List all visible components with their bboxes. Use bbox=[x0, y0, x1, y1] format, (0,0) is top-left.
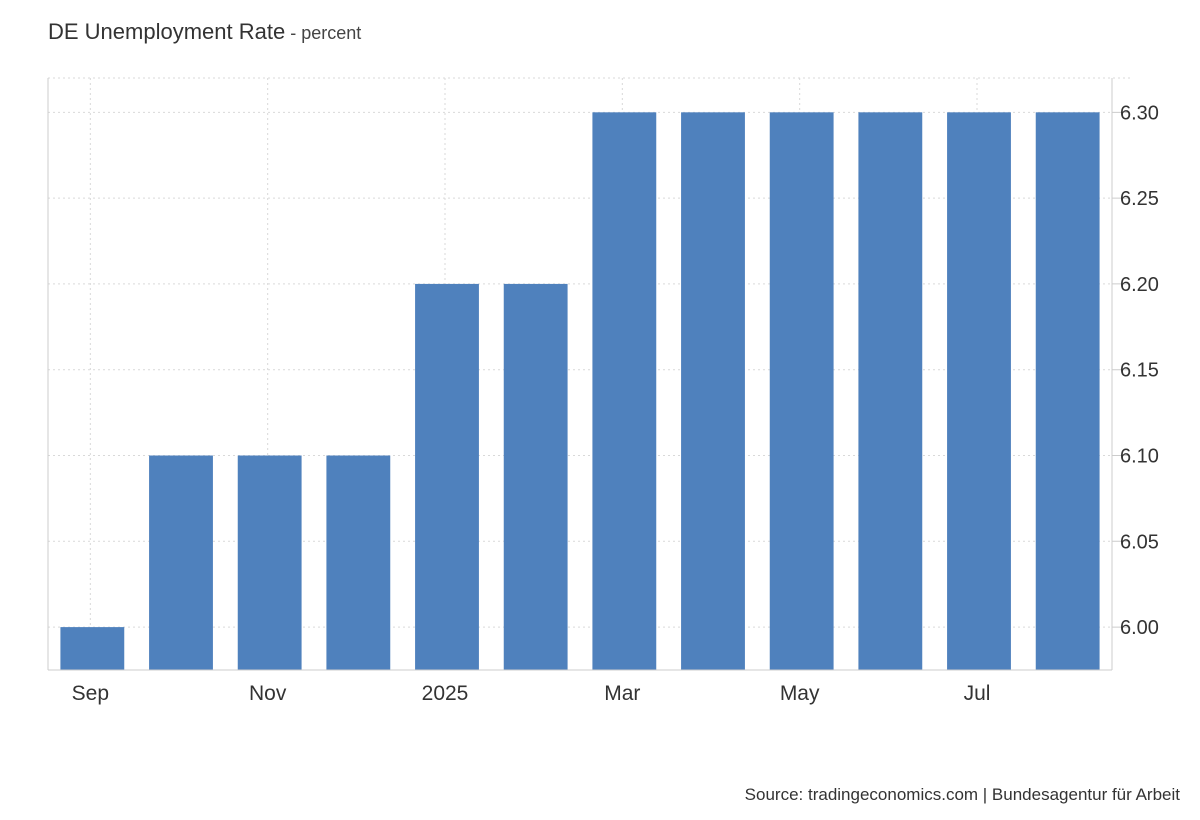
y-tick-label: 6.20 bbox=[1120, 274, 1159, 296]
y-tick-label: 6.00 bbox=[1120, 617, 1159, 639]
bar-jul-2025 bbox=[947, 112, 1011, 670]
bar-jan-2025 bbox=[415, 283, 479, 670]
y-tick-label: 6.30 bbox=[1120, 102, 1159, 124]
bar-may-2025 bbox=[769, 112, 834, 670]
x-tick-label: Jul bbox=[964, 682, 991, 705]
chart-title-text: DE Unemployment Rate bbox=[48, 19, 286, 44]
x-tick-label: Nov bbox=[249, 682, 287, 705]
x-tick-label: May bbox=[780, 682, 820, 705]
bar-aug-2025 bbox=[1035, 112, 1100, 670]
x-tick-label: Sep bbox=[72, 682, 109, 705]
source-attribution: Source: tradingeconomics.com | Bundesage… bbox=[744, 785, 1180, 804]
y-tick-label: 6.25 bbox=[1120, 188, 1159, 210]
bar-dec-2024 bbox=[326, 455, 391, 670]
bar-sep-2024 bbox=[60, 627, 125, 670]
bar-oct-2024 bbox=[149, 455, 213, 670]
bar-nov-2024 bbox=[237, 455, 302, 670]
chart-title-separator: - bbox=[285, 23, 302, 43]
x-tick-label: 2025 bbox=[422, 682, 469, 705]
bar-jun-2025 bbox=[858, 112, 923, 670]
bar-feb-2025 bbox=[503, 283, 568, 670]
x-tick-label: Mar bbox=[604, 682, 640, 705]
chart-title: DE Unemployment Rate - percent bbox=[48, 19, 361, 45]
y-tick-label: 6.05 bbox=[1120, 531, 1159, 553]
bar-apr-2025 bbox=[681, 112, 745, 670]
bar-mar-2025 bbox=[592, 112, 657, 670]
y-tick-label: 6.15 bbox=[1120, 360, 1159, 382]
y-tick-label: 6.10 bbox=[1120, 446, 1159, 468]
chart-unit-label: percent bbox=[301, 23, 362, 43]
